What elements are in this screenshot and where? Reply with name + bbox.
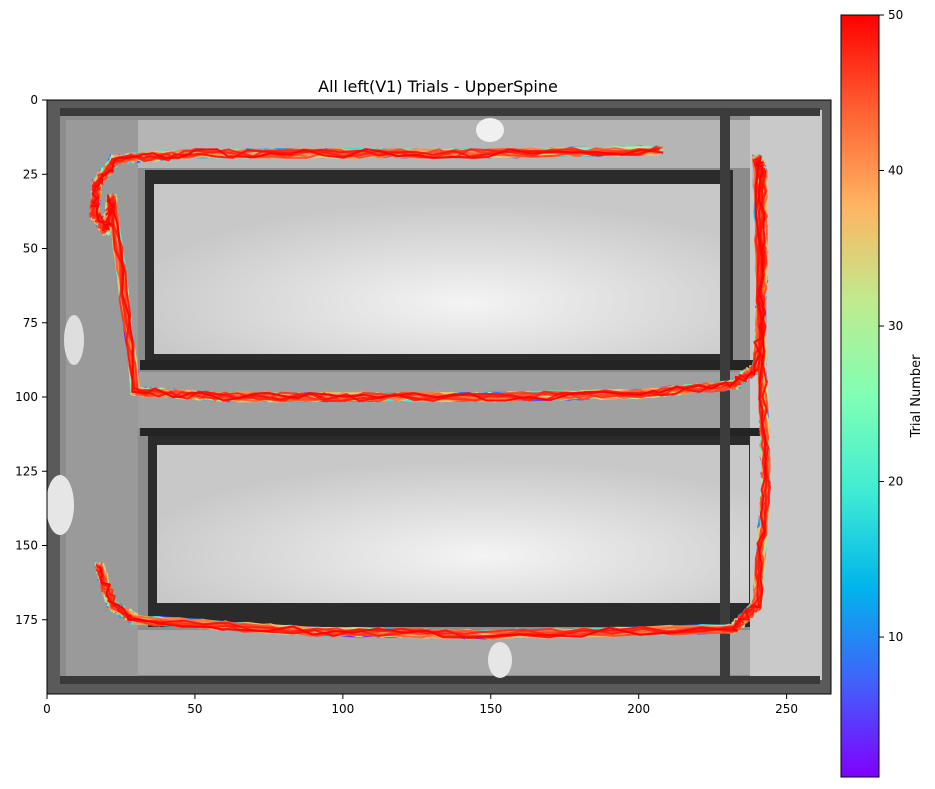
y-tick-label: 100 <box>15 390 38 404</box>
x-tick-label: 250 <box>775 702 798 716</box>
x-tick-label: 0 <box>43 702 51 716</box>
y-tick-label: 0 <box>30 93 38 107</box>
colorbar-tick-label: 30 <box>888 319 903 333</box>
y-tick-label: 150 <box>15 539 38 553</box>
y-tick-label: 75 <box>23 316 38 330</box>
y-axis: 0 25 50 75 100 125 150 175 <box>15 93 47 627</box>
chart-title: All left(V1) Trials - UpperSpine <box>318 77 558 96</box>
y-tick-label: 25 <box>23 167 38 181</box>
y-tick-label: 125 <box>15 464 38 478</box>
x-tick-label: 100 <box>331 702 354 716</box>
colorbar-label: Trial Number <box>909 354 924 439</box>
x-axis: 0 50 100 150 200 250 <box>43 694 798 716</box>
x-tick-label: 150 <box>479 702 502 716</box>
colorbar: 10 20 30 40 50 Trial Number <box>840 8 924 778</box>
colorbar-ticks: 10 20 30 40 50 <box>879 8 903 644</box>
colorbar-tick-label: 10 <box>888 630 903 644</box>
trial-trajectory <box>90 148 767 639</box>
colorbar-tick-label: 50 <box>888 8 903 22</box>
x-tick-label: 200 <box>627 702 650 716</box>
colorbar-gradient <box>840 14 880 778</box>
plot-area <box>47 100 831 694</box>
trajectory-lines <box>89 145 771 640</box>
x-tick-label: 50 <box>187 702 202 716</box>
y-tick-label: 50 <box>23 242 38 256</box>
colorbar-tick-label: 20 <box>888 475 903 489</box>
colorbar-tick-label: 40 <box>888 164 903 178</box>
y-tick-label: 175 <box>15 613 38 627</box>
